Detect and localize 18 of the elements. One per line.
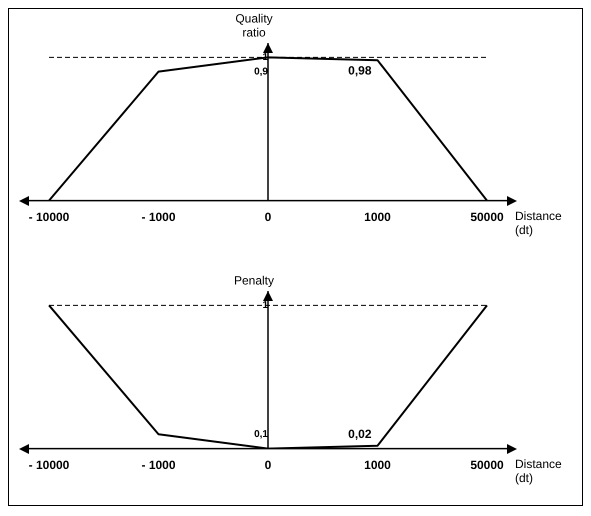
- data-label: 0,02: [348, 427, 372, 442]
- x-tick-label: 0: [264, 458, 272, 472]
- x-tick-label: 1000: [364, 210, 392, 224]
- x-axis-title: Distance (dt): [515, 456, 562, 485]
- x-tick-label: - 10000: [28, 210, 70, 224]
- x-tick-label: 0: [264, 210, 272, 224]
- data-label: 0,98: [348, 64, 372, 78]
- x-tick-label: 50000: [470, 210, 504, 224]
- y-axis-title: Penalty: [234, 273, 274, 288]
- x-tick-label: - 10000: [28, 458, 70, 472]
- y-axis-title: Quality ratio: [235, 11, 273, 40]
- y-tick-label: 0,9: [254, 66, 268, 78]
- x-tick-label: - 1000: [141, 458, 176, 472]
- x-tick-label: 1000: [364, 458, 392, 472]
- x-axis-title: Distance (dt): [515, 208, 562, 237]
- x-tick-label: - 1000: [141, 210, 176, 224]
- y-tick-label: 0,1: [254, 429, 268, 440]
- x-tick-label: 50000: [470, 458, 504, 472]
